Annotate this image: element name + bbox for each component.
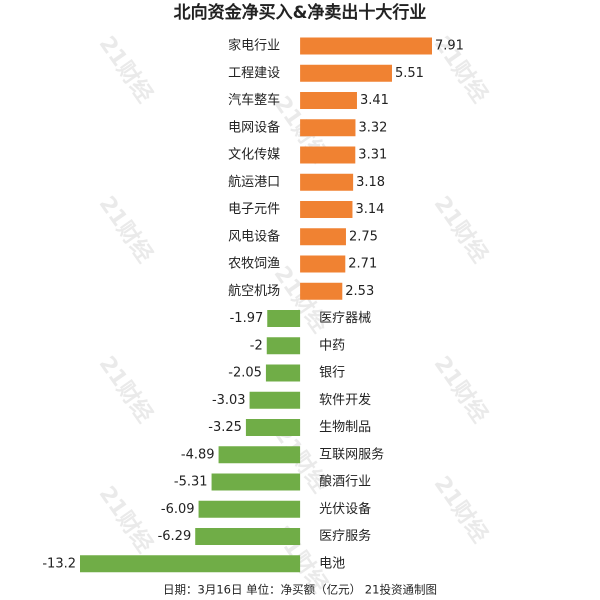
bar	[300, 201, 353, 218]
bar	[198, 500, 301, 518]
category-label: 文化传媒	[228, 148, 280, 163]
bar	[195, 528, 301, 545]
bar	[300, 37, 432, 55]
category-label: 生物制品	[319, 420, 371, 435]
watermark: 21财经	[94, 351, 158, 427]
bar	[300, 255, 346, 273]
category-label: 电池	[319, 556, 345, 571]
value-label: -2.05	[228, 366, 262, 381]
category-label: 航运港口	[228, 174, 280, 190]
bar	[80, 555, 301, 573]
bar	[300, 228, 346, 246]
bar	[300, 92, 357, 109]
watermark: 21财经	[94, 481, 158, 557]
value-label: 3.18	[356, 175, 385, 190]
bar	[249, 391, 301, 409]
category-label: 农牧饲渔	[228, 257, 280, 272]
value-label: 7.91	[435, 39, 464, 54]
watermark: 21财经	[429, 351, 493, 427]
category-label: 医疗器械	[319, 311, 371, 326]
value-label: 2.53	[345, 284, 374, 299]
category-label: 医疗服务	[319, 528, 371, 544]
category-label: 光伏设备	[319, 501, 371, 517]
watermark: 21财经	[94, 191, 158, 267]
category-label: 航空机场	[228, 283, 280, 299]
value-label: -6.09	[161, 502, 195, 517]
value-label: -3.03	[212, 393, 246, 408]
value-label: -4.89	[181, 447, 215, 462]
category-label: 互联网服务	[319, 446, 384, 462]
bar	[266, 337, 301, 355]
value-label: 2.71	[348, 257, 377, 272]
category-label: 软件开发	[319, 392, 371, 408]
category-label: 银行	[319, 366, 345, 381]
value-label: -6.29	[158, 529, 192, 544]
value-label: -13.2	[42, 556, 76, 571]
watermark: 21财经	[429, 471, 493, 547]
chart-title: 北向资金净买入&净卖出十大行业	[174, 2, 427, 23]
value-label: -1.97	[230, 311, 264, 326]
bar	[300, 173, 354, 191]
value-label: -3.25	[208, 420, 242, 435]
bar	[300, 64, 392, 82]
value-label: 3.14	[355, 202, 384, 217]
category-label: 酿酒行业	[319, 474, 371, 490]
bar	[300, 119, 356, 137]
bar	[300, 146, 356, 164]
value-label: 5.51	[395, 66, 424, 81]
category-label: 工程建设	[228, 66, 280, 81]
chart-note: 日期：3月16日 单位：净买额（亿元） 21投资通制图	[163, 583, 437, 597]
bar	[267, 310, 301, 327]
value-label: 3.32	[358, 120, 387, 135]
value-label: -5.31	[174, 475, 208, 490]
watermark: 21财经	[94, 31, 158, 107]
category-label: 汽车整车	[228, 92, 280, 108]
category-label: 电网设备	[228, 119, 280, 135]
value-label: 2.75	[349, 229, 378, 244]
value-label: -2	[250, 338, 263, 353]
bar	[211, 473, 301, 491]
category-label: 电子元件	[228, 202, 280, 217]
category-label: 家电行业	[228, 38, 280, 54]
bar	[300, 282, 343, 300]
value-label: 3.31	[358, 148, 387, 163]
category-label: 风电设备	[228, 228, 280, 244]
bar	[218, 446, 301, 464]
category-label: 中药	[319, 338, 345, 353]
bar	[265, 364, 301, 382]
value-label: 3.41	[360, 93, 389, 108]
watermark: 21财经	[429, 191, 493, 267]
bar	[245, 419, 301, 436]
